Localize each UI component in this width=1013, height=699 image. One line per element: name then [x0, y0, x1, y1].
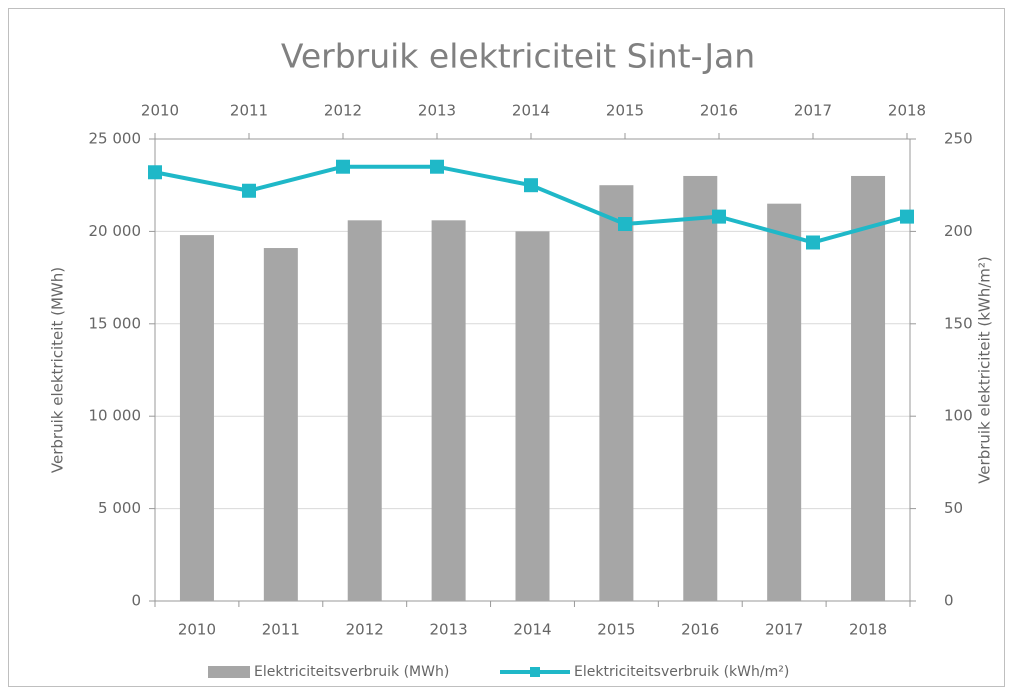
line-marker [148, 165, 162, 180]
legend-swatch [530, 667, 540, 677]
bar [431, 220, 466, 601]
x-tick-label: 2010 [178, 621, 216, 639]
y-tick-label: 0 [131, 592, 141, 610]
y2-tick-label: 200 [944, 222, 973, 240]
x2-tick-label: 2017 [794, 102, 832, 120]
y-tick-label: 15 000 [89, 314, 142, 332]
x-tick-label: 2013 [430, 621, 468, 639]
line-marker [806, 235, 820, 250]
line-marker [524, 178, 538, 193]
bar [683, 175, 718, 601]
y2-tick-label: 150 [944, 314, 973, 332]
bar [347, 220, 382, 601]
x2-tick-label: 2013 [418, 102, 456, 120]
line-marker [712, 209, 726, 224]
x-tick-label: 2018 [849, 621, 887, 639]
x-tick-label: 2012 [346, 621, 384, 639]
x2-tick-label: 2015 [606, 102, 644, 120]
x-tick-label: 2011 [262, 621, 300, 639]
y-tick-label: 5 000 [98, 499, 141, 517]
bar [851, 175, 886, 601]
bar [599, 185, 634, 601]
legend-swatch [208, 666, 250, 678]
line-marker [618, 217, 632, 232]
y2-tick-label: 100 [944, 407, 973, 425]
x2-tick-label: 2018 [888, 102, 926, 120]
x-tick-label: 2016 [681, 621, 719, 639]
x2-tick-label: 2014 [512, 102, 550, 120]
x-tick-label: 2015 [597, 621, 635, 639]
line-marker [242, 183, 256, 198]
bar [767, 203, 802, 601]
x-tick-label: 2014 [513, 621, 551, 639]
line-marker [430, 159, 444, 174]
chart-border [8, 8, 1005, 687]
y-tick-label: 10 000 [89, 407, 142, 425]
x-tick-label: 2017 [765, 621, 803, 639]
legend-label: Elektriciteitsverbruik (kWh/m²) [574, 664, 789, 680]
y2-tick-label: 50 [944, 499, 963, 517]
bar [515, 231, 550, 601]
x2-tick-label: 2016 [700, 102, 738, 120]
y2-tick-label: 0 [944, 592, 954, 610]
y2-tick-label: 250 [944, 130, 973, 148]
y2-axis-title: Verbruik elektriciteit (kWh/m²) [976, 256, 994, 484]
x2-tick-label: 2010 [141, 102, 179, 120]
y-axis-title: Verbruik elektriciteit (MWh) [49, 267, 67, 473]
x2-tick-label: 2011 [230, 102, 268, 120]
y-tick-label: 25 000 [89, 130, 142, 148]
bar [263, 248, 298, 602]
chart-title: Verbruik elektriciteit Sint-Jan [281, 37, 755, 76]
line-marker [336, 159, 350, 174]
legend-label: Elektriciteitsverbruik (MWh) [254, 664, 449, 680]
x2-tick-label: 2012 [324, 102, 362, 120]
line-marker [900, 209, 914, 224]
y-tick-label: 20 000 [89, 222, 142, 240]
bar [179, 235, 214, 601]
